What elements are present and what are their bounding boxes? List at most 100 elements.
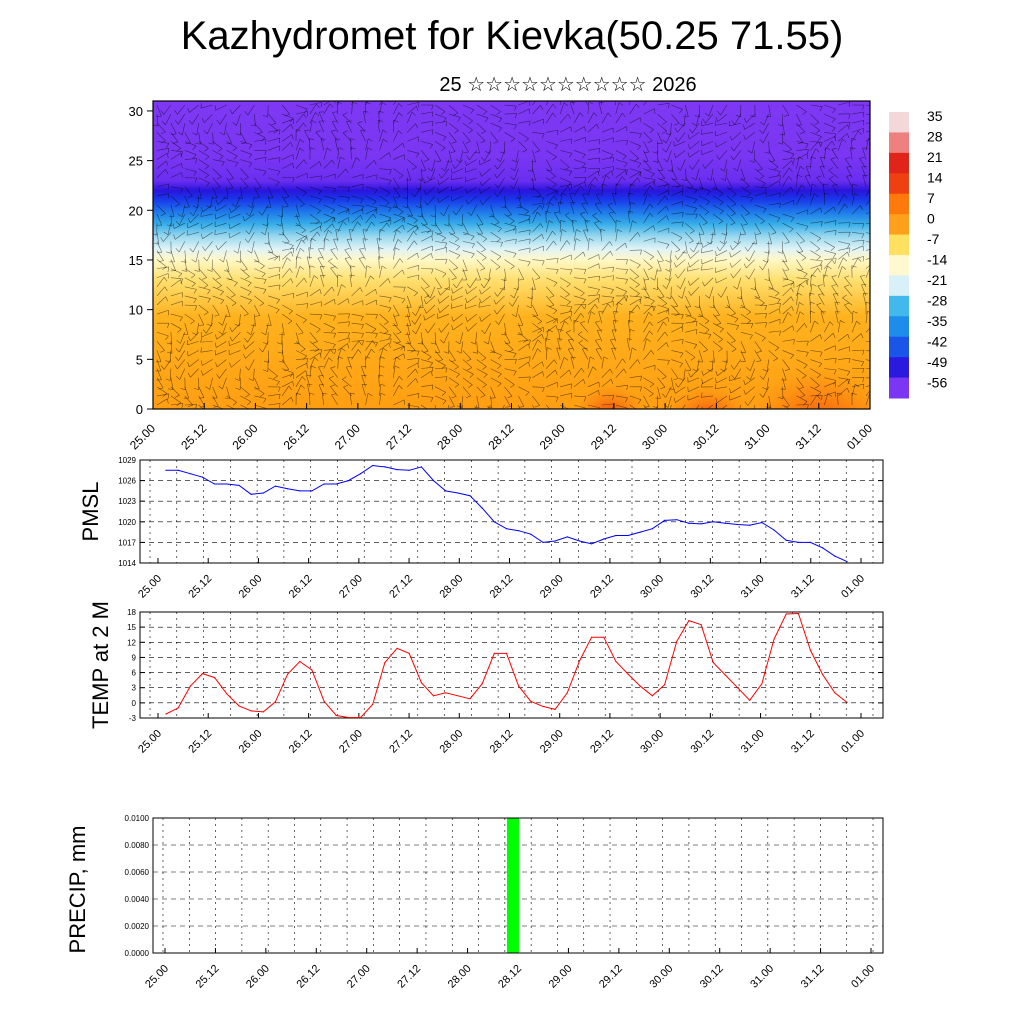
wind-barb-flag bbox=[784, 114, 790, 117]
wind-barb bbox=[181, 204, 186, 217]
wind-barb bbox=[668, 268, 672, 281]
wind-barb bbox=[420, 150, 430, 160]
wind-barb bbox=[393, 142, 404, 151]
wind-barb-flag bbox=[187, 218, 191, 223]
wind-barb-flag bbox=[841, 266, 847, 270]
wind-barb bbox=[643, 268, 650, 280]
x-tick-label: 29.00 bbox=[538, 728, 566, 756]
wind-barb-flag bbox=[279, 361, 285, 363]
series-point bbox=[639, 531, 641, 533]
wind-barb bbox=[345, 366, 352, 378]
wind-barb bbox=[796, 259, 804, 270]
wind-barb bbox=[796, 311, 801, 324]
wind-barb-flag bbox=[510, 384, 515, 388]
wind-barb bbox=[865, 113, 870, 115]
wind-barb bbox=[518, 229, 531, 233]
wind-barb bbox=[532, 186, 542, 196]
wind-barb bbox=[295, 239, 302, 251]
wind-barb bbox=[466, 295, 477, 304]
wind-barb bbox=[406, 323, 411, 335]
wind-barb bbox=[337, 186, 350, 188]
wind-barb bbox=[229, 232, 241, 239]
wind-barb-flag bbox=[689, 165, 693, 170]
wind-barb-flag bbox=[219, 259, 224, 263]
wind-barb-flag bbox=[254, 315, 260, 317]
wind-barb-flag bbox=[443, 351, 449, 354]
wind-barb bbox=[768, 202, 781, 206]
wind-barb bbox=[337, 343, 348, 351]
wind-barb bbox=[546, 286, 555, 297]
wind-barb-flag bbox=[775, 292, 780, 297]
wind-barb-flag bbox=[314, 357, 319, 362]
wind-barb-flag bbox=[761, 183, 766, 188]
wind-barb-flag bbox=[679, 363, 683, 368]
wind-barb bbox=[281, 162, 293, 169]
wind-barb bbox=[448, 132, 457, 142]
wind-barb bbox=[767, 250, 769, 263]
wind-barb-flag bbox=[263, 279, 267, 285]
wind-barb-flag bbox=[381, 265, 387, 269]
wind-barb bbox=[573, 112, 581, 124]
wind-barb bbox=[574, 395, 587, 398]
wind-barb bbox=[559, 357, 565, 369]
wind-barb-flag bbox=[704, 211, 710, 216]
wind-barb-flag bbox=[357, 121, 363, 124]
x-tick-label: 31.00 bbox=[748, 963, 776, 991]
wind-barb bbox=[342, 379, 352, 388]
wind-barb bbox=[518, 332, 528, 341]
wind-barb-flag bbox=[501, 279, 507, 281]
wind-barb bbox=[701, 131, 714, 135]
wind-barb-flag bbox=[208, 142, 214, 145]
wind-barb bbox=[601, 356, 605, 369]
wind-barb-flag bbox=[228, 178, 234, 181]
wind-barb-flag bbox=[715, 278, 717, 284]
wind-barb bbox=[336, 102, 339, 115]
wind-barb-flag bbox=[639, 296, 642, 302]
wind-barb bbox=[629, 103, 637, 115]
wind-barb bbox=[420, 253, 432, 260]
wind-barb-flag bbox=[411, 111, 416, 116]
wind-barb bbox=[545, 159, 553, 171]
wind-barb-flag bbox=[847, 379, 851, 385]
wind-barb bbox=[393, 376, 400, 387]
wind-barb bbox=[393, 345, 405, 351]
wind-barb-flag bbox=[555, 369, 558, 375]
wind-barb-flag bbox=[423, 308, 427, 314]
wind-barb-flag bbox=[357, 221, 362, 226]
wind-barb bbox=[587, 102, 589, 115]
wind-barb bbox=[349, 138, 352, 151]
wind-barb-flag bbox=[380, 356, 385, 359]
wind-barb-flag bbox=[617, 302, 623, 306]
wind-barb-flag bbox=[415, 378, 419, 383]
wind-barb bbox=[254, 377, 260, 389]
wind-barb-flag bbox=[534, 150, 540, 153]
wind-barb bbox=[337, 209, 349, 215]
series-point bbox=[542, 705, 544, 708]
wind-barb bbox=[295, 341, 306, 350]
wind-barb bbox=[810, 394, 818, 406]
wind-barb-flag bbox=[650, 350, 655, 355]
wind-barb bbox=[254, 122, 263, 133]
wind-barb-flag bbox=[873, 386, 876, 390]
wind-barb-flag bbox=[413, 230, 417, 236]
wind-barb bbox=[323, 204, 335, 211]
wind-barb bbox=[337, 321, 350, 324]
wind-barb bbox=[532, 233, 543, 242]
wind-barb-flag bbox=[805, 175, 811, 177]
series-point bbox=[761, 683, 763, 685]
wind-barb bbox=[254, 177, 262, 188]
series-point bbox=[347, 480, 349, 482]
wind-barb-flag bbox=[547, 347, 552, 350]
wind-barb bbox=[365, 138, 369, 151]
wind-barb-flag bbox=[385, 192, 390, 197]
wind-barb-flag bbox=[403, 399, 406, 405]
wind-barb-flag bbox=[480, 395, 486, 398]
wind-barb-flag bbox=[612, 157, 614, 163]
wind-barb bbox=[671, 326, 683, 333]
wind-barb-flag bbox=[383, 138, 388, 143]
wind-barb-flag bbox=[166, 153, 169, 159]
wind-barb-flag bbox=[705, 295, 710, 299]
wind-barb-flag bbox=[589, 238, 594, 241]
wind-barb-flag bbox=[370, 275, 375, 280]
wind-barb-flag bbox=[662, 148, 667, 153]
